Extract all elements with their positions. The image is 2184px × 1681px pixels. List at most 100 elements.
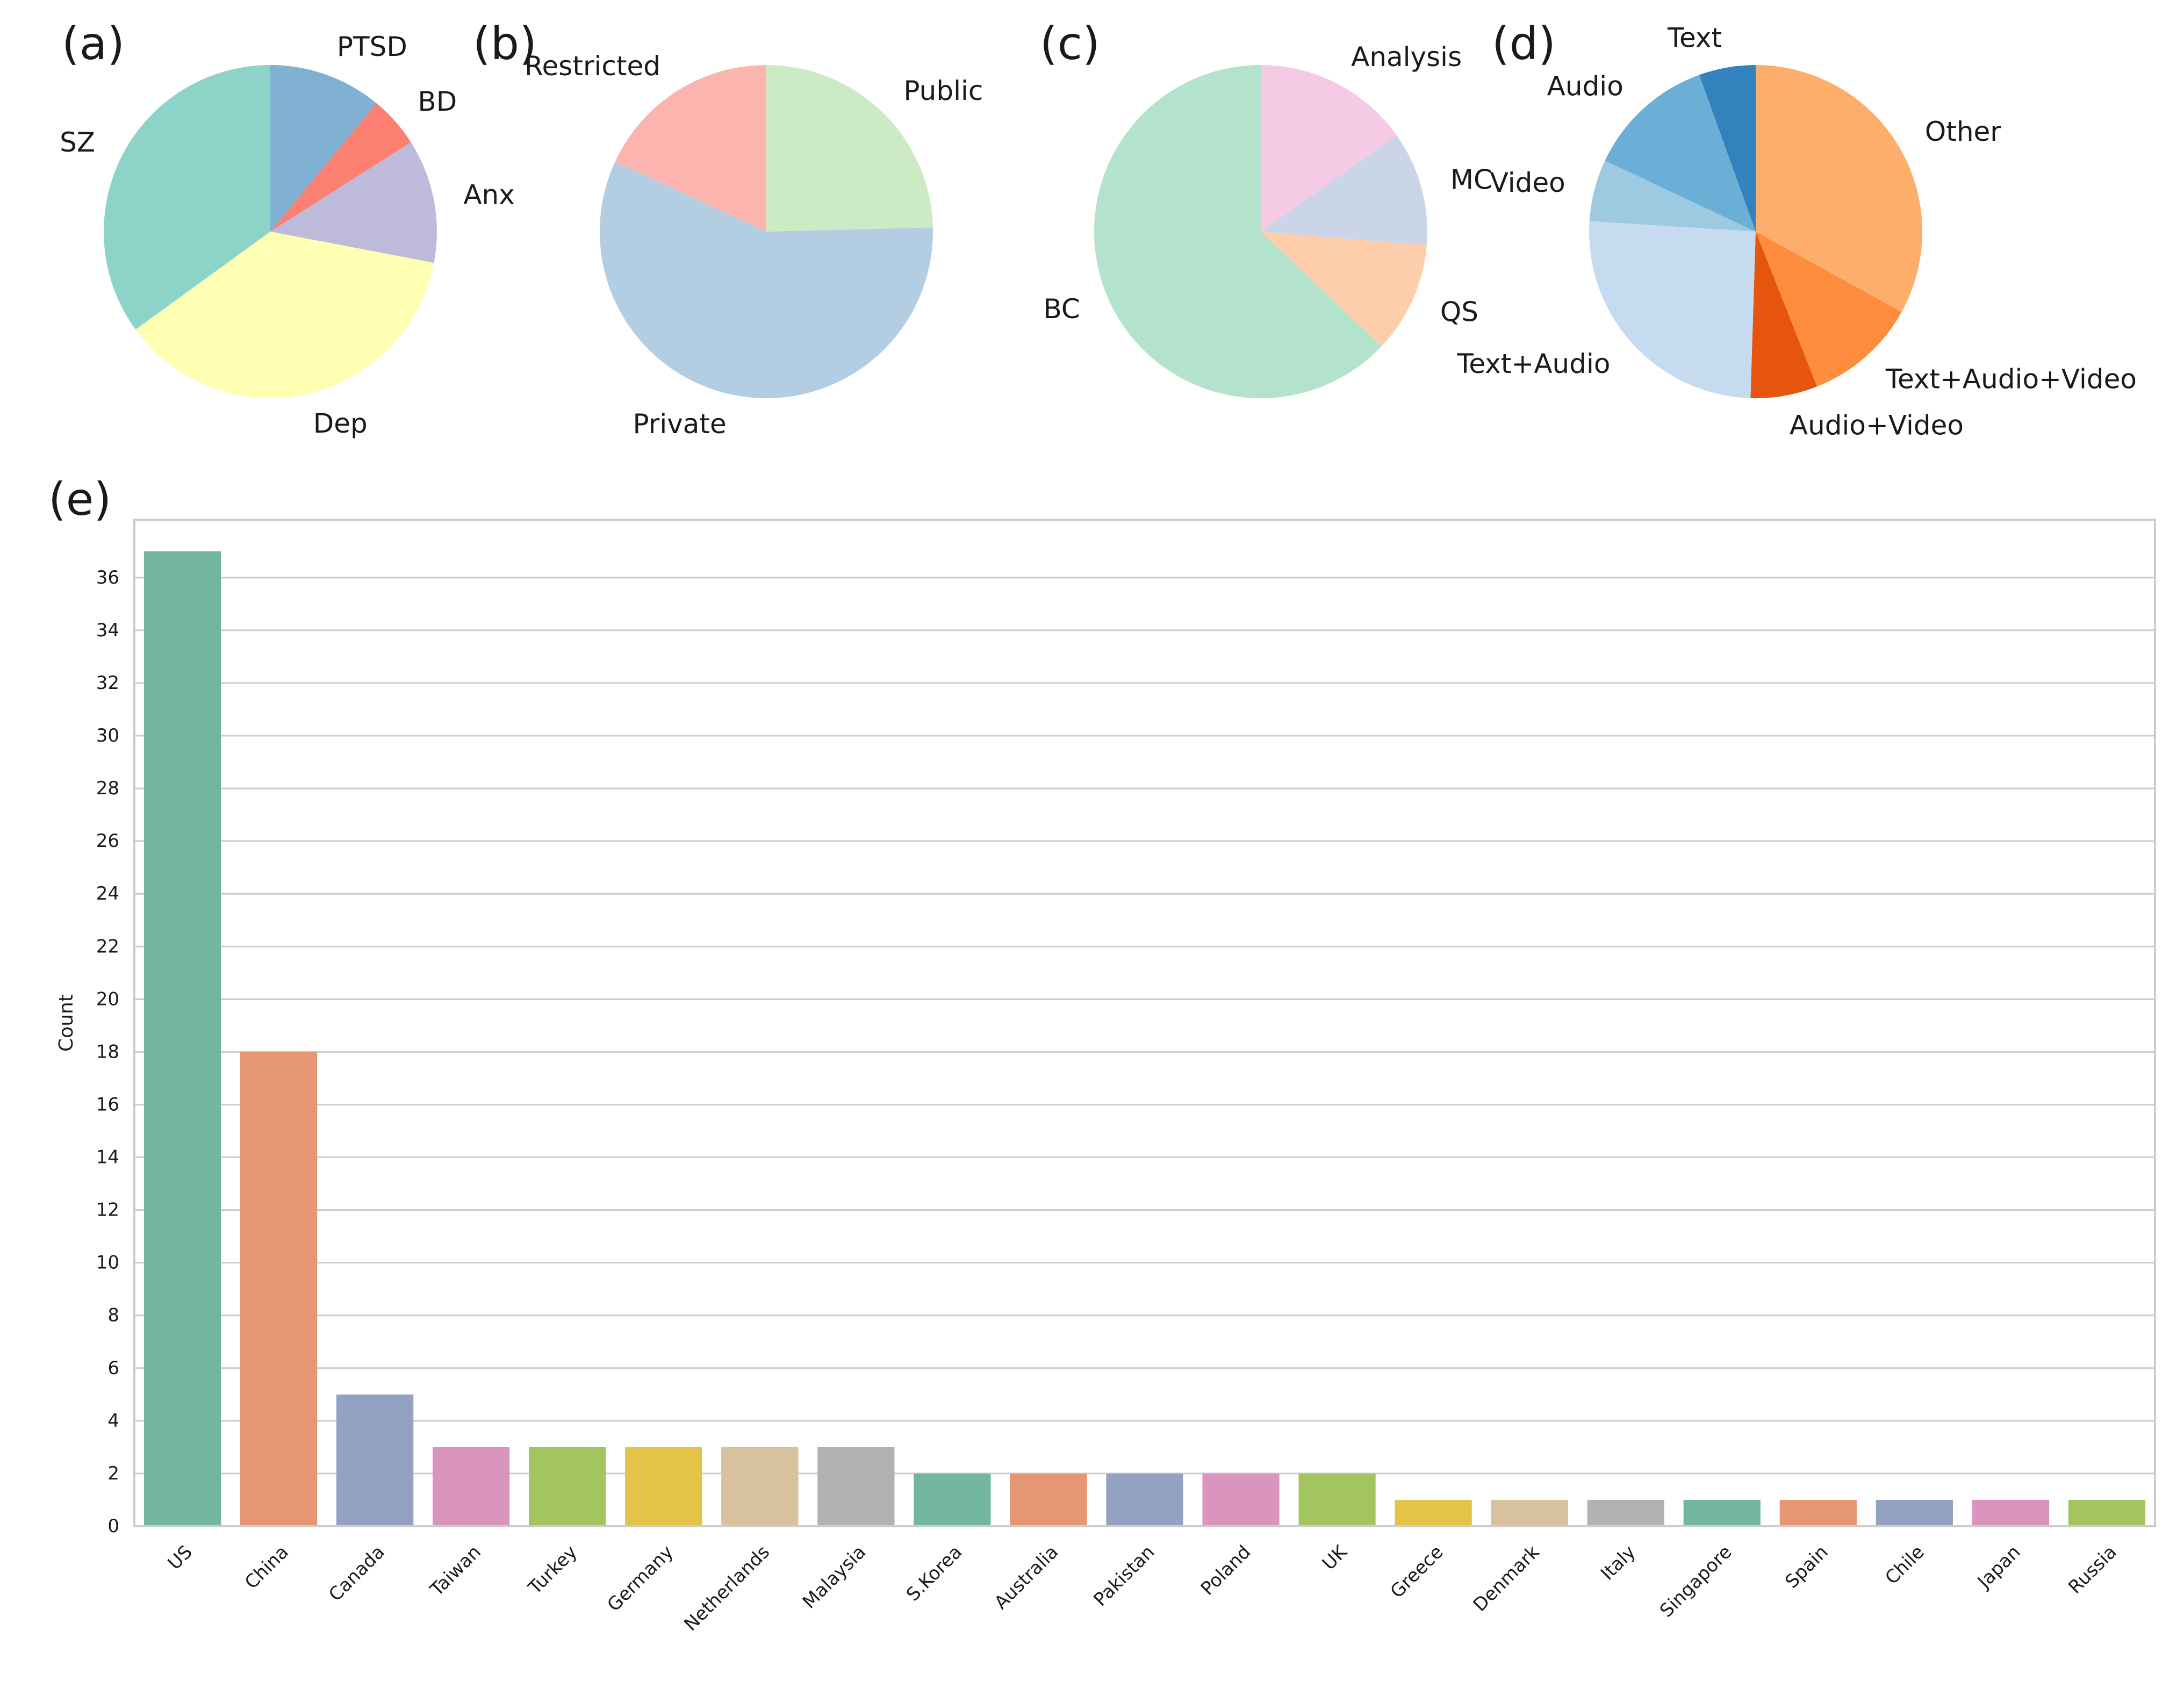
pie-slice-dep (135, 232, 434, 398)
pie-slice-mc (1261, 135, 1428, 246)
pie-slice-sz (104, 65, 270, 330)
pie-label-qs: QS (1440, 296, 1478, 327)
plot-frame (133, 519, 2156, 1527)
pie-slice-text-audio-video (1756, 232, 1902, 387)
bar-us (143, 551, 221, 1526)
pie-label-mc: MC (1450, 164, 1492, 195)
pie-slice-bd (270, 103, 411, 232)
pie-label-ptsd: PTSD (337, 31, 407, 62)
pie-slice-text-audio (1589, 221, 1756, 398)
pie-slice-anx (270, 142, 437, 263)
pie-label-restricted: Restricted (525, 51, 660, 82)
bar-germany (625, 1447, 702, 1526)
pie-label-other: Other (1925, 116, 2001, 147)
pie-label-dep: Dep (313, 408, 368, 439)
y-tick-label: 36 (96, 567, 119, 588)
y-tick-label: 16 (96, 1094, 119, 1115)
y-tick-label: 18 (96, 1041, 119, 1062)
pie-slice-restricted (615, 65, 766, 232)
pie-slice-text (1699, 65, 1756, 232)
x-tick-label-pakistan: Pakistan (1089, 1541, 1159, 1611)
pie-chart-c: (c) Analysis MC QS BC (1040, 17, 1492, 398)
pie-chart-d: (d) Other Text+Audio+Video Audio+Video Text+… (1456, 17, 2137, 441)
pie-slice-audio-video (1750, 232, 1817, 398)
x-tick-label-australia: Australia (990, 1541, 1063, 1614)
x-tick-label-singapore: Singapore (1656, 1541, 1736, 1622)
x-tick-label-malaysia: Malaysia (799, 1541, 870, 1613)
x-tick-label-italy: Italy (1597, 1541, 1640, 1584)
x-tick-label-poland: Poland (1197, 1541, 1255, 1600)
bar-turkey (529, 1447, 606, 1526)
y-tick-label: 32 (96, 672, 119, 694)
pie-slice-bc (1094, 64, 1382, 398)
bar-malaysia (817, 1447, 895, 1526)
x-tick-label-us: US (164, 1541, 197, 1574)
bar-canada (336, 1394, 414, 1526)
bar-singapore (1683, 1499, 1761, 1526)
bar-spain (1779, 1499, 1857, 1526)
pie-slice-video (1589, 161, 1756, 232)
bar-netherlands (721, 1447, 799, 1526)
pie-chart-b: (b) Public Private Restricted (473, 17, 983, 440)
bar-chile (1876, 1499, 1953, 1526)
y-tick-label: 10 (96, 1252, 119, 1274)
bar-japan (1972, 1499, 2050, 1526)
y-tick-label: 4 (107, 1410, 119, 1432)
bar-denmark (1491, 1499, 1568, 1526)
pie-slice-private (600, 161, 933, 398)
panel-label-b: (b) (473, 17, 537, 70)
y-tick-label: 6 (107, 1357, 119, 1379)
y-tick-label: 14 (96, 1147, 119, 1168)
pie-slice-other (1756, 65, 1922, 312)
panel-label-a: (a) (62, 17, 125, 70)
x-tick-label-uk: UK (1318, 1541, 1352, 1575)
x-tick-label-netherlands: Netherlands (680, 1541, 774, 1635)
pie-label-bc: BC (1043, 293, 1080, 325)
pie-slice-audio (1605, 75, 1756, 232)
pie-label-bd: BD (418, 86, 457, 117)
pie-label-text-audio-video: Text+Audio+Video (1885, 363, 2137, 394)
bar-uk (1298, 1473, 1376, 1526)
x-tick-label-s-korea: S.Korea (902, 1541, 966, 1605)
pie-label-text: Text (1667, 23, 1722, 54)
x-tick-label-taiwan: Taiwan (426, 1541, 485, 1601)
x-tick-label-greece: Greece (1386, 1541, 1448, 1603)
pie-label-analysis: Analysis (1351, 41, 1462, 73)
pie-slice-ptsd (270, 65, 377, 232)
panel-label-c: (c) (1040, 17, 1100, 70)
bar-italy (1587, 1499, 1664, 1526)
x-tick-label-denmark: Denmark (1469, 1541, 1544, 1616)
x-tick-label-turkey: Turkey (524, 1541, 581, 1599)
y-tick-label: 20 (96, 988, 119, 1010)
x-tick-label-chile: Chile (1881, 1541, 1928, 1589)
pie-chart-a: (a) PTSD BD Anx Dep SZ (60, 17, 515, 439)
y-tick-label: 34 (96, 620, 119, 641)
pie-label-private: Private (633, 408, 726, 440)
y-tick-label: 0 (107, 1515, 119, 1537)
pie-slice-analysis (1261, 65, 1397, 232)
pie-label-sz: SZ (60, 127, 95, 158)
y-tick-label: 8 (107, 1305, 119, 1326)
x-tick-label-japan: Japan (1973, 1541, 2025, 1593)
bar-greece (1395, 1499, 1472, 1526)
x-tick-label-canada: Canada (325, 1541, 389, 1606)
pie-label-text-audio: Text+Audio (1456, 348, 1610, 379)
y-tick-label: 28 (96, 778, 119, 799)
bar-australia (1010, 1473, 1087, 1526)
x-tick-label-spain: Spain (1781, 1541, 1832, 1592)
pie-label-public: Public (903, 75, 983, 106)
pie-label-anx: Anx (463, 179, 514, 210)
bar-s-korea (914, 1473, 991, 1526)
bar-poland (1202, 1473, 1280, 1526)
pie-label-video: Video (1490, 167, 1565, 198)
y-tick-label: 30 (96, 725, 119, 746)
y-tick-label: 2 (107, 1463, 119, 1484)
panel-label-d: (d) (1492, 17, 1556, 70)
pie-slice-qs (1261, 232, 1427, 347)
bar-russia (2068, 1499, 2146, 1526)
pie-label-audio-video: Audio+Video (1790, 410, 1964, 441)
panel-label-e: (e) (48, 473, 111, 526)
y-axis-label: Count (55, 994, 77, 1052)
